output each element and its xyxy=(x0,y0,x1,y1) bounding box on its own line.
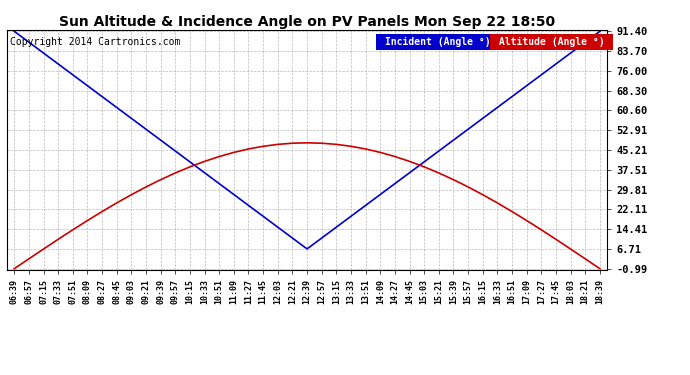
Text: Altitude (Angle °): Altitude (Angle °) xyxy=(493,37,611,47)
Title: Sun Altitude & Incidence Angle on PV Panels Mon Sep 22 18:50: Sun Altitude & Incidence Angle on PV Pan… xyxy=(59,15,555,29)
Text: Copyright 2014 Cartronics.com: Copyright 2014 Cartronics.com xyxy=(10,37,180,47)
Text: Incident (Angle °): Incident (Angle °) xyxy=(379,37,497,47)
